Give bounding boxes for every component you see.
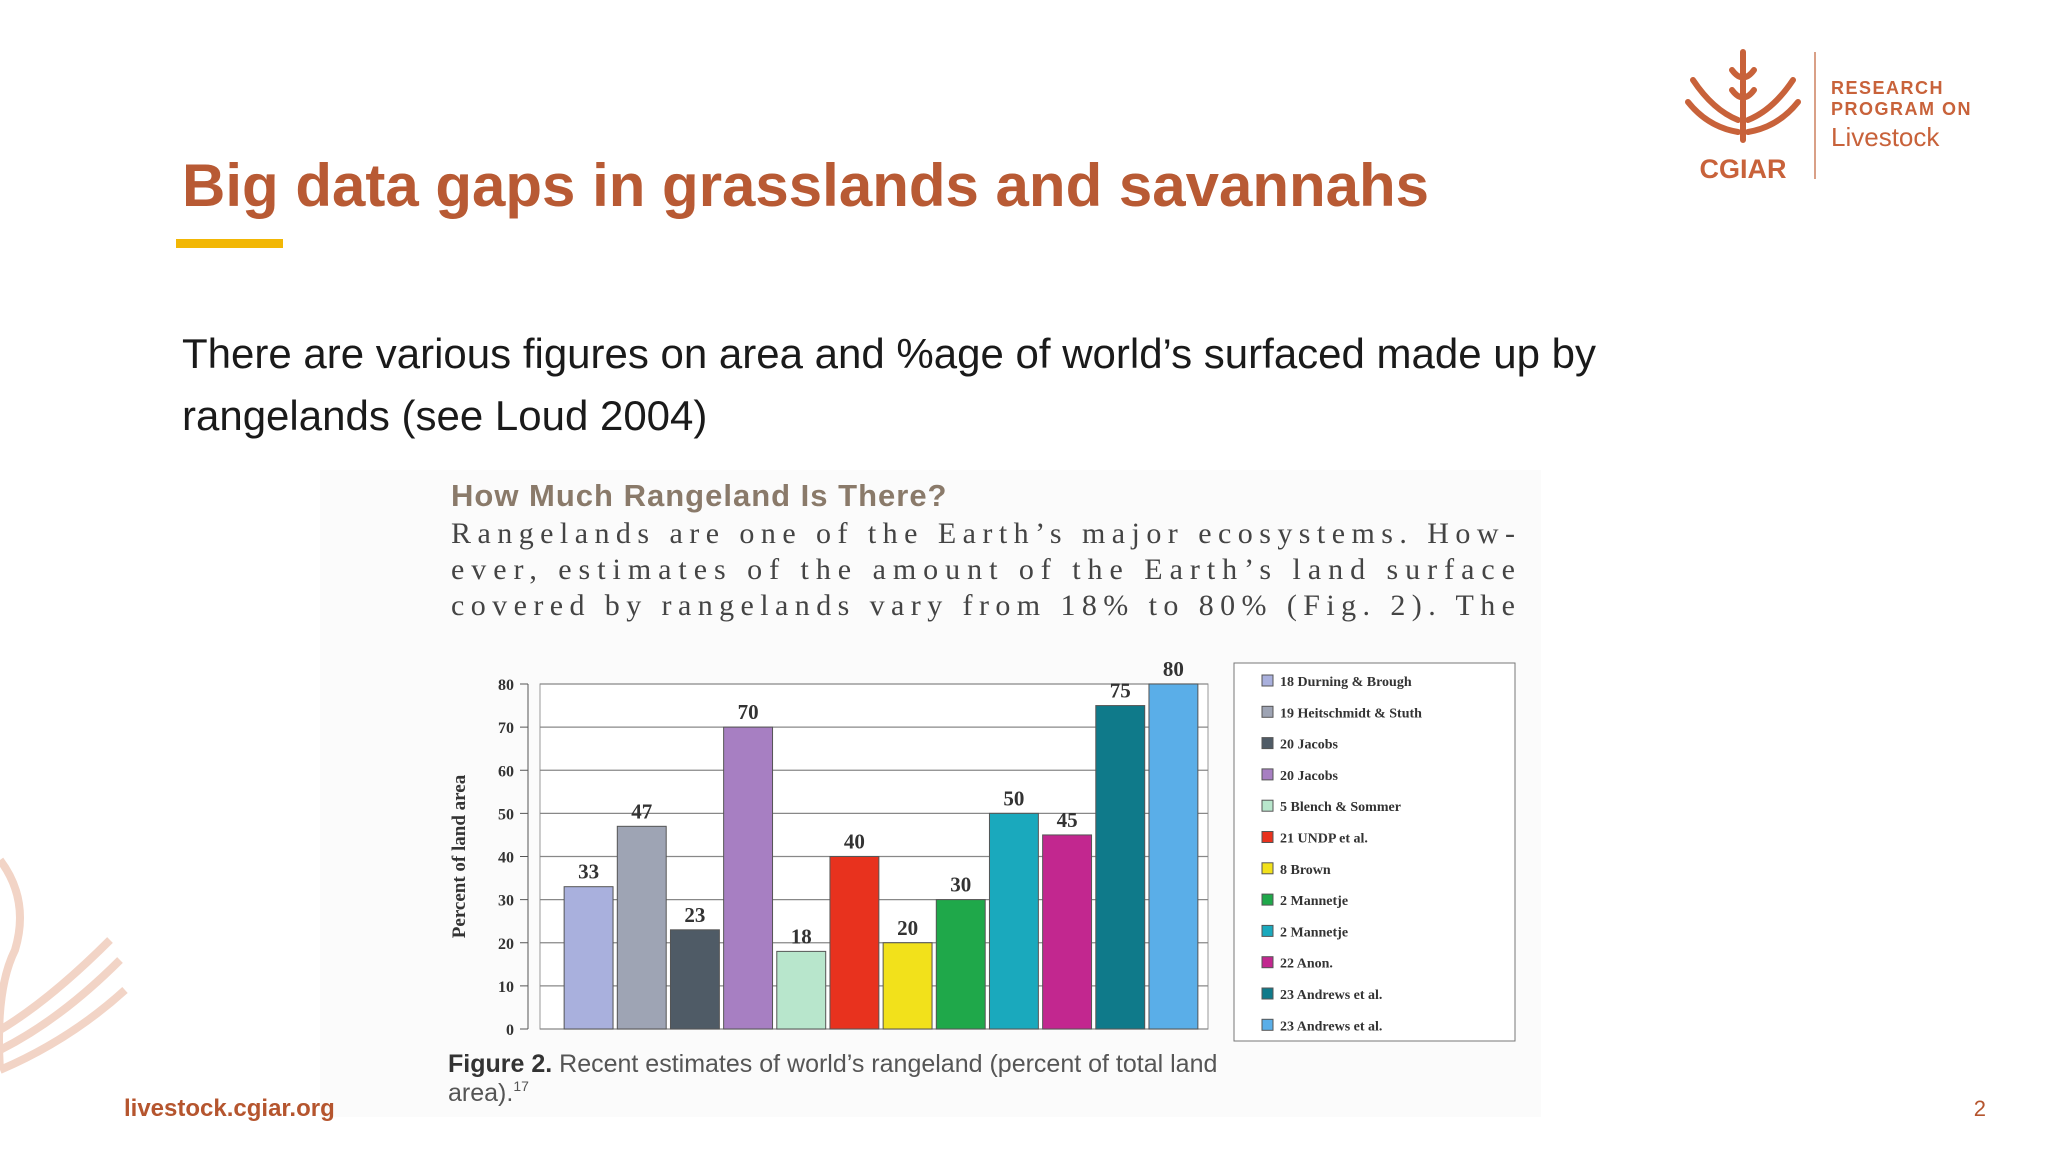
- slide-title: Big data gaps in grasslands and savannah…: [182, 152, 1429, 219]
- legend-swatch: [1261, 674, 1274, 687]
- bar: [776, 950, 827, 1030]
- legend-label: 22 Anon.: [1280, 957, 1333, 972]
- legend-swatch: [1261, 893, 1274, 906]
- caption-label: Figure 2.: [448, 1050, 552, 1078]
- logo-text: PROGRAM ON: [1831, 99, 1972, 119]
- value-label: 45: [1057, 808, 1078, 832]
- caption-ref: 17: [513, 1078, 529, 1094]
- figure-caption: Figure 2. Recent estimates of world’s ra…: [448, 1050, 1217, 1078]
- bar: [669, 929, 720, 1030]
- legend-label: 5 Blench & Sommer: [1280, 800, 1401, 815]
- y-tick-label: 70: [498, 720, 514, 737]
- figure-heading: How Much Rangeland Is There?: [451, 478, 948, 513]
- figure-text: covered by rangelands vary from 18% to 8…: [451, 589, 1515, 622]
- logo-brand: CGIAR: [1700, 154, 1787, 184]
- legend-swatch: [1261, 768, 1274, 781]
- value-label: 33: [578, 860, 599, 884]
- legend-swatch: [1261, 737, 1274, 750]
- legend-swatch: [1261, 987, 1274, 1000]
- legend-label: 2 Mannetje: [1280, 925, 1348, 940]
- logo-text: RESEARCH: [1831, 78, 1944, 98]
- y-tick-label: 50: [498, 806, 514, 823]
- legend-label: 2 Mannetje: [1280, 894, 1348, 909]
- value-label: 75: [1110, 679, 1131, 703]
- y-tick-label: 60: [498, 763, 514, 780]
- legend-label: 18 Durning & Brough: [1280, 675, 1412, 690]
- bar: [1148, 683, 1199, 1030]
- legend-label: 20 Jacobs: [1280, 738, 1339, 753]
- legend-label: 23 Andrews et al.: [1280, 988, 1382, 1003]
- body-text: rangelands (see Loud 2004): [182, 392, 707, 439]
- legend-swatch: [1261, 831, 1274, 843]
- legend-swatch: [1261, 705, 1274, 718]
- legend-swatch: [1261, 1018, 1274, 1031]
- value-label: 20: [897, 916, 918, 940]
- footer-url: livestock.cgiar.org: [124, 1095, 335, 1122]
- value-label: 47: [631, 799, 652, 823]
- legend-label: 19 Heitschmidt & Stuth: [1280, 706, 1422, 721]
- legend-swatch: [1261, 862, 1274, 875]
- bar: [988, 812, 1039, 1030]
- logo-text: Livestock: [1831, 122, 1940, 152]
- value-label: 40: [844, 830, 865, 854]
- y-tick-label: 20: [498, 936, 514, 953]
- value-label: 70: [738, 700, 759, 724]
- page-number: 2: [1974, 1096, 1986, 1121]
- decoration: [0, 857, 128, 1074]
- legend-label: 8 Brown: [1280, 863, 1331, 878]
- bar: [935, 899, 986, 1030]
- logo-icon: [1685, 49, 1801, 143]
- figure-caption: area).17: [448, 1078, 529, 1107]
- value-label: 50: [1003, 786, 1024, 810]
- legend-label: 20 Jacobs: [1280, 769, 1339, 784]
- value-label: 18: [791, 924, 812, 948]
- legend-swatch: [1261, 924, 1274, 937]
- figure-text: Rangelands are one of the Earth’s major …: [451, 517, 1515, 550]
- legend-box: [1233, 662, 1516, 1042]
- bar: [1095, 705, 1146, 1030]
- body-text: There are various figures on area and %a…: [182, 330, 1596, 377]
- bar: [829, 856, 880, 1030]
- legend-swatch: [1261, 956, 1274, 969]
- caption-text: area).: [448, 1079, 513, 1107]
- bar: [723, 726, 774, 1030]
- value-label: 23: [684, 903, 705, 927]
- legend-swatch: [1261, 799, 1274, 812]
- legend-label: 21 UNDP et al.: [1280, 832, 1368, 847]
- caption-text: Recent estimates of world’s rangeland (p…: [559, 1050, 1217, 1078]
- bar: [563, 886, 614, 1030]
- y-tick-label: 10: [498, 979, 514, 996]
- value-label: 30: [950, 873, 971, 897]
- value-label: 80: [1163, 657, 1184, 681]
- y-tick-label: 80: [498, 677, 514, 694]
- y-tick-label: 30: [498, 893, 514, 910]
- bar: [1042, 834, 1093, 1030]
- y-tick-label: 40: [498, 850, 514, 867]
- legend-label: 23 Andrews et al.: [1280, 1019, 1382, 1034]
- bar: [616, 825, 667, 1030]
- title-underline: [176, 239, 283, 248]
- y-tick-label: 0: [506, 1022, 514, 1039]
- bar: [882, 942, 933, 1030]
- y-axis-label: Percent of land area: [449, 774, 470, 938]
